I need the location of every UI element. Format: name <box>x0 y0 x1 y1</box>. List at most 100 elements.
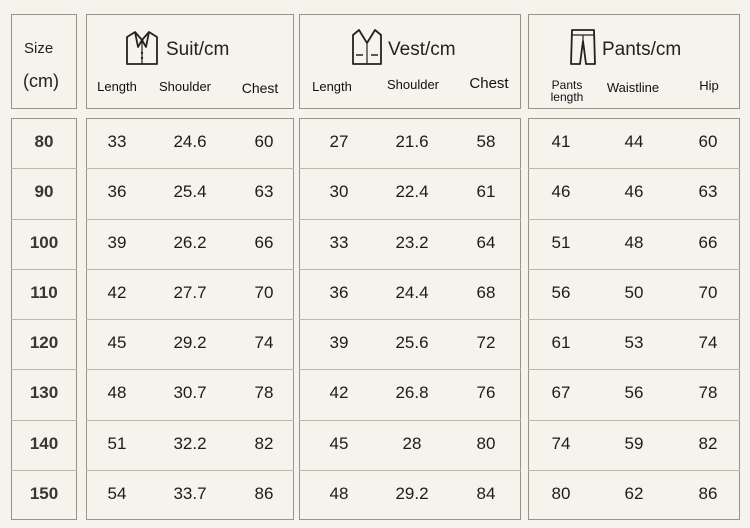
size-cell: 100 <box>29 232 59 252</box>
suit-value-cell: 39 <box>107 232 127 252</box>
suit-title-text: Suit/cm <box>166 39 230 60</box>
size-cell: 140 <box>29 433 59 453</box>
pants-value-cell: 50 <box>624 282 644 302</box>
row-divider <box>11 369 77 371</box>
pants-icon <box>568 27 602 73</box>
pants-value-cell: 59 <box>624 433 644 453</box>
vest-value-cell: 42 <box>329 383 349 403</box>
size-cell: 80 <box>34 132 54 152</box>
pants-col-waistline: Waistline <box>606 80 660 95</box>
row-divider <box>86 419 294 421</box>
size-cell: 110 <box>30 282 58 302</box>
row-divider <box>11 168 77 170</box>
row-divider <box>299 168 521 170</box>
pants-value-cell: 63 <box>698 182 718 202</box>
vest-value-cell: 21.6 <box>395 132 429 152</box>
pants-value-cell: 56 <box>624 383 644 403</box>
row-divider <box>86 268 294 270</box>
vest-value-cell: 48 <box>329 483 349 503</box>
suit-value-cell: 82 <box>254 433 274 453</box>
suit-value-cell: 48 <box>107 383 127 403</box>
pants-col-hip: Hip <box>699 78 719 93</box>
suit-value-cell: 60 <box>254 132 274 152</box>
suit-jacket-icon <box>122 27 166 73</box>
row-divider <box>299 268 521 270</box>
vest-value-cell: 58 <box>476 132 496 152</box>
vest-value-cell: 25.6 <box>395 333 429 353</box>
vest-value-cell: 29.2 <box>395 483 429 503</box>
pants-value-cell: 60 <box>698 132 718 152</box>
vest-value-cell: 22.4 <box>395 182 429 202</box>
suit-value-cell: 63 <box>254 182 274 202</box>
suit-value-cell: 30.7 <box>173 383 207 403</box>
row-divider <box>11 218 77 220</box>
row-divider <box>299 319 521 320</box>
vest-value-cell: 64 <box>476 232 496 252</box>
suit-col-shoulder: Shoulder <box>158 79 212 94</box>
suit-value-cell: 42 <box>107 282 127 302</box>
suit-col-length: Length <box>97 79 137 94</box>
pants-value-cell: 41 <box>551 132 571 152</box>
row-divider <box>299 369 521 371</box>
vest-value-cell: 26.8 <box>395 383 429 403</box>
vest-value-cell: 27 <box>329 132 349 152</box>
vest-value-cell: 36 <box>329 282 349 302</box>
row-divider <box>528 469 740 471</box>
suit-value-cell: 74 <box>254 333 274 353</box>
suit-value-cell: 32.2 <box>173 433 207 453</box>
suit-value-cell: 24.6 <box>173 132 207 152</box>
suit-value-cell: 29.2 <box>173 333 207 353</box>
pants-value-cell: 51 <box>551 232 571 252</box>
pants-value-cell: 74 <box>551 433 571 453</box>
size-cell: 150 <box>29 483 59 503</box>
vest-value-cell: 76 <box>476 383 496 403</box>
suit-value-cell: 70 <box>254 282 274 302</box>
vest-header-box <box>299 14 521 109</box>
size-unit-label: (cm) <box>23 71 59 91</box>
size-cell: 130 <box>29 383 59 403</box>
row-divider <box>11 419 77 421</box>
suit-value-cell: 36 <box>107 182 127 202</box>
row-divider <box>11 469 77 471</box>
size-cell: 90 <box>34 182 54 202</box>
size-label: Size <box>24 40 54 57</box>
row-divider <box>299 469 521 471</box>
pants-value-cell: 46 <box>551 182 571 202</box>
row-divider <box>11 268 77 270</box>
suit-value-cell: 25.4 <box>173 182 207 202</box>
pants-title: Pants/cm <box>568 27 681 73</box>
pants-value-cell: 44 <box>624 132 644 152</box>
pants-value-cell: 74 <box>698 333 718 353</box>
vest-icon <box>350 27 388 73</box>
suit-value-cell: 33 <box>107 132 127 152</box>
size-header-box <box>11 14 77 109</box>
suit-value-cell: 51 <box>107 433 127 453</box>
pants-col-length: Pants length <box>550 78 584 104</box>
row-divider <box>86 168 294 170</box>
row-divider <box>528 268 740 270</box>
row-divider <box>299 419 521 421</box>
vest-title-text: Vest/cm <box>388 39 456 60</box>
pants-value-cell: 62 <box>624 483 644 503</box>
suit-value-cell: 66 <box>254 232 274 252</box>
size-cell: 120 <box>29 333 59 353</box>
pants-value-cell: 80 <box>551 483 571 503</box>
row-divider <box>11 319 77 320</box>
vest-value-cell: 80 <box>476 433 496 453</box>
pants-value-cell: 78 <box>698 383 718 403</box>
suit-value-cell: 27.7 <box>173 282 207 302</box>
pants-header-box <box>528 14 740 109</box>
suit-value-cell: 54 <box>107 483 127 503</box>
suit-value-cell: 45 <box>107 333 127 353</box>
row-divider <box>528 168 740 170</box>
vest-value-cell: 28 <box>402 433 422 453</box>
pants-value-cell: 53 <box>624 333 644 353</box>
vest-value-cell: 61 <box>476 182 496 202</box>
pants-value-cell: 61 <box>551 333 571 353</box>
pants-value-cell: 86 <box>698 483 718 503</box>
pants-value-cell: 46 <box>624 182 644 202</box>
pants-value-cell: 82 <box>698 433 718 453</box>
row-divider <box>86 319 294 320</box>
row-divider <box>528 369 740 371</box>
suit-header-box <box>86 14 294 109</box>
